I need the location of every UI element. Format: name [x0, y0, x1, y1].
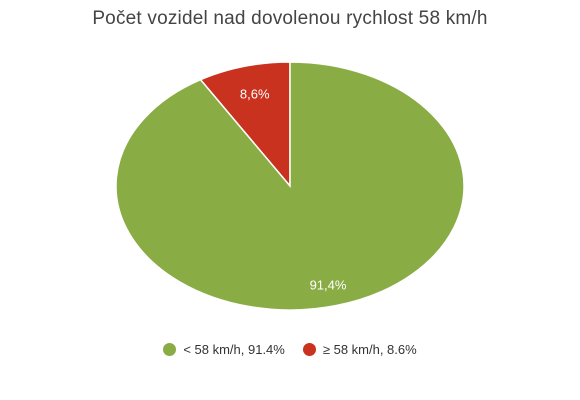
legend-item-above-limit[interactable]: ≥ 58 km/h, 8.6%	[302, 342, 417, 357]
pie-label-above-limit: 8,6%	[240, 87, 270, 102]
legend-label-below-limit: < 58 km/h, 91.4%	[183, 342, 285, 357]
legend-item-below-limit[interactable]: < 58 km/h, 91.4%	[163, 342, 285, 357]
legend-swatch-below-limit	[163, 343, 177, 356]
pie-label-below-limit: 91,4%	[310, 277, 347, 292]
chart-title: Počet vozidel nad dovolenou rychlost 58 …	[92, 8, 488, 29]
legend-swatch-above-limit	[302, 343, 316, 356]
pie-slice-below-limit[interactable]	[115, 61, 465, 311]
pie-slice-above-limit[interactable]	[199, 61, 291, 189]
legend: < 58 km/h, 91.4% ≥ 58 km/h, 8.6%	[0, 342, 580, 357]
legend-label-above-limit: ≥ 58 km/h, 8.6%	[322, 342, 417, 357]
